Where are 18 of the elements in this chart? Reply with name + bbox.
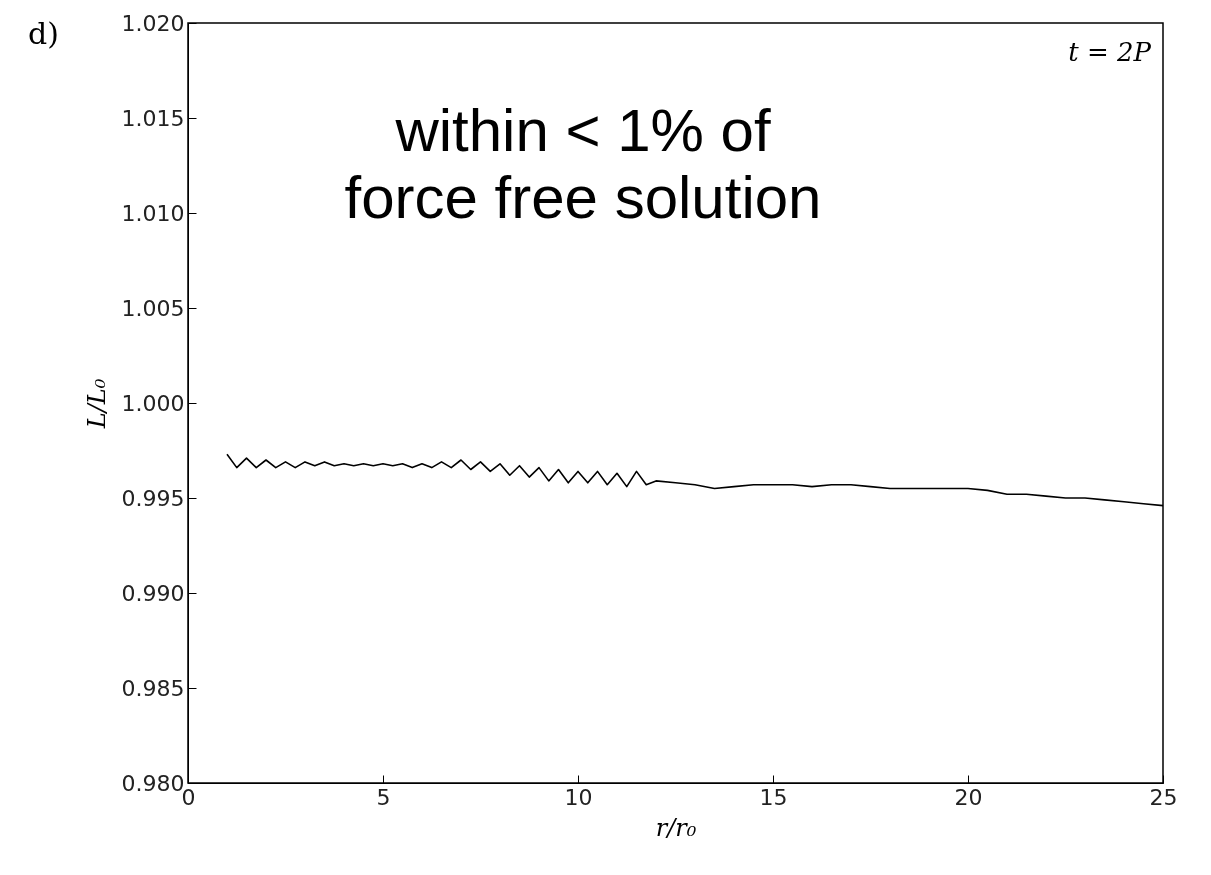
annotation: within < 1% of force free solution bbox=[344, 97, 822, 232]
x-tick-label: 25 bbox=[1149, 784, 1178, 810]
x-axis-title: r/r₀ bbox=[655, 813, 697, 842]
y-tick-label: 1.000 bbox=[121, 390, 185, 416]
chart-title: d) bbox=[28, 16, 59, 51]
annotation: t = 2P bbox=[1068, 37, 1152, 67]
x-tick-label: 15 bbox=[759, 784, 788, 810]
x-tick-label: 5 bbox=[376, 784, 391, 810]
x-tick-label: 10 bbox=[564, 784, 593, 810]
y-tick-label: 1.005 bbox=[121, 295, 185, 321]
y-tick-label: 0.985 bbox=[121, 675, 185, 701]
y-tick-label: 0.995 bbox=[121, 485, 185, 511]
y-tick-label: 1.010 bbox=[121, 200, 185, 226]
x-tick-label: 20 bbox=[954, 784, 983, 810]
y-tick-label: 0.990 bbox=[121, 580, 185, 606]
y-tick-label: 1.020 bbox=[121, 10, 185, 36]
y-axis-title: L/L₀ bbox=[82, 378, 111, 430]
y-tick-label: 1.015 bbox=[121, 105, 185, 131]
